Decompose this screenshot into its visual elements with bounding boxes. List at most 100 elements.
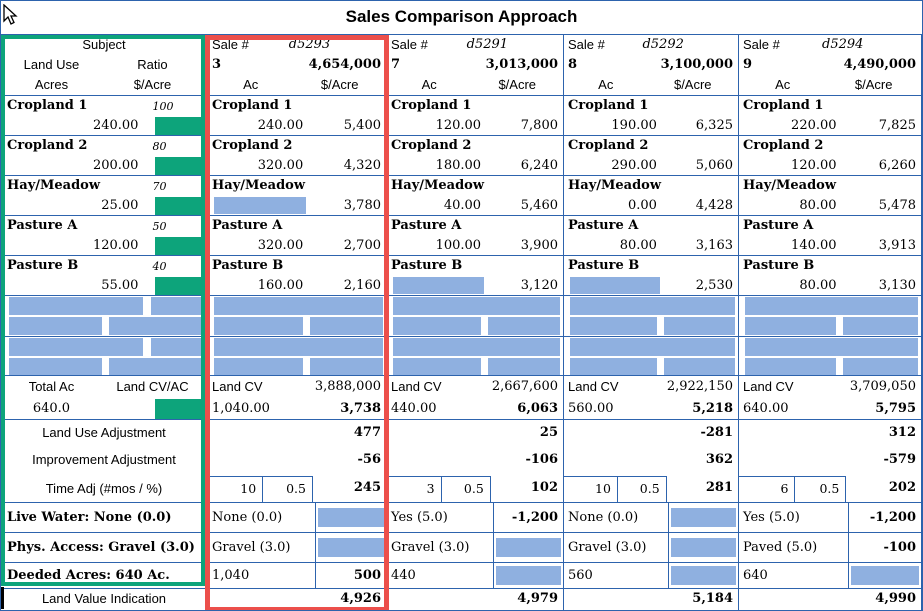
sale-number-label-cell[interactable]: Sale # <box>212 37 249 52</box>
per-acre-header-cell[interactable]: $/Acre <box>498 77 537 92</box>
acres-value-cell[interactable] <box>387 276 489 296</box>
land-use-label-cell[interactable]: Pasture B <box>7 258 79 273</box>
ratio-value-cell[interactable]: 50 <box>152 220 167 233</box>
time-adjustment-value-cell[interactable]: 245 <box>353 480 381 495</box>
land-use-adjustment-value-cell[interactable]: 25 <box>539 425 558 440</box>
land-use-label-cell[interactable]: Pasture A <box>743 218 814 233</box>
land-use-label-cell[interactable]: Hay/Meadow <box>391 178 485 193</box>
per-acre-value-cell[interactable]: 2,530 <box>695 278 733 293</box>
time-months-cell[interactable]: 3 <box>387 476 442 502</box>
acres-header-cell[interactable]: Ac <box>421 77 437 92</box>
acres-value-cell[interactable]: 80.00 <box>799 278 837 293</box>
acres-value-cell[interactable]: 120.00 <box>92 238 139 253</box>
time-percent-cell[interactable]: 0.5 <box>263 476 313 502</box>
per-acre-value-cell[interactable]: 5,060 <box>695 158 733 173</box>
deeded-acres-label-cell[interactable]: 1,040 <box>212 568 250 583</box>
time-percent-cell[interactable]: 0.5 <box>795 476 847 502</box>
acres-value-cell[interactable]: 120.00 <box>791 158 837 173</box>
land-use-label-cell[interactable]: Cropland 1 <box>212 98 293 113</box>
live-water-label-cell[interactable]: Yes (5.0) <box>391 510 448 525</box>
acres-header-cell[interactable]: Acres <box>34 77 69 92</box>
land-value-indication-cell[interactable]: 4,926 <box>340 591 381 606</box>
deeded-acres-value-cell[interactable] <box>848 563 921 588</box>
land-use-label-cell[interactable]: Cropland 1 <box>391 98 472 113</box>
land-value-indication-label-cell[interactable]: Land Value Indication <box>41 591 167 606</box>
per-acre-value-cell[interactable]: 3,130 <box>878 278 916 293</box>
live-water-label-cell[interactable]: Live Water: None (0.0) <box>7 510 172 525</box>
land-use-label-cell[interactable]: Pasture A <box>7 218 78 233</box>
per-acre-value-cell[interactable]: 4,428 <box>695 198 733 213</box>
acres-value-cell[interactable]: 190.00 <box>611 118 657 133</box>
land-use-label-cell[interactable]: Pasture A <box>391 218 462 233</box>
total-acres-label-cell[interactable]: Total Ac <box>28 379 75 394</box>
acres-value-cell[interactable]: 220.00 <box>791 118 837 133</box>
subject-title-cell[interactable]: Subject <box>82 37 126 52</box>
land-use-label-cell[interactable]: Pasture B <box>391 258 463 273</box>
sale-price-cell[interactable]: 4,490,000 <box>843 57 916 72</box>
per-acre-value-cell[interactable]: 6,240 <box>520 158 558 173</box>
cv-per-acre-value-cell[interactable]: 6,063 <box>517 401 558 416</box>
land-cv-label-cell[interactable]: Land CV <box>391 379 442 394</box>
improvement-adjustment-value-cell[interactable]: -106 <box>525 452 558 467</box>
land-use-adjustment-label-cell[interactable]: Land Use Adjustment <box>42 425 166 440</box>
deeded-acres-label-cell[interactable]: Deeded Acres: 640 Ac. <box>7 568 170 583</box>
live-water-value-cell[interactable]: -1,200 <box>848 503 921 532</box>
time-months-cell[interactable]: 10 <box>208 476 264 502</box>
land-use-label-cell[interactable]: Cropland 2 <box>568 138 649 153</box>
deeded-acres-label-cell[interactable]: 440 <box>391 568 416 583</box>
time-percent-cell[interactable]: 0.5 <box>441 476 491 502</box>
per-acre-value-cell[interactable]: 3,780 <box>343 198 381 213</box>
sale-price-cell[interactable]: 3,100,000 <box>660 57 733 72</box>
acres-value-cell[interactable]: 160.00 <box>257 278 304 293</box>
live-water-label-cell[interactable]: Yes (5.0) <box>743 510 800 525</box>
acres-value-cell[interactable]: 140.00 <box>791 238 837 253</box>
deeded-acres-value-cell[interactable]: 500 <box>314 563 386 588</box>
acres-value-cell[interactable]: 100.00 <box>435 238 482 253</box>
acres-value-cell[interactable]: 80.00 <box>799 198 837 213</box>
total-acres-value-cell[interactable]: 640.00 <box>743 401 789 416</box>
land-use-label-cell[interactable]: Cropland 1 <box>568 98 649 113</box>
land-use-label-cell[interactable]: Hay/Meadow <box>743 178 837 193</box>
ratio-value-cell[interactable]: 70 <box>152 180 167 193</box>
acres-value-cell[interactable]: 55.00 <box>101 278 139 293</box>
land-cv-value-cell[interactable]: 3,709,050 <box>849 379 916 394</box>
land-use-header-cell[interactable]: Land Use <box>23 57 80 72</box>
time-adjustment-label-cell[interactable]: Time Adj (#mos / %) <box>45 481 163 496</box>
land-use-label-cell[interactable]: Hay/Meadow <box>7 178 101 193</box>
land-use-label-cell[interactable]: Cropland 2 <box>391 138 472 153</box>
ratio-header-cell[interactable]: Ratio <box>137 57 168 72</box>
physical-access-value-cell[interactable]: -100 <box>848 533 921 562</box>
acres-value-cell[interactable]: 240.00 <box>92 118 139 133</box>
time-months-cell[interactable]: 10 <box>564 476 618 502</box>
acres-header-cell[interactable]: Ac <box>598 77 614 92</box>
per-acre-value-cell[interactable]: 7,800 <box>520 118 558 133</box>
per-acre-value-cell[interactable]: 5,460 <box>520 198 558 213</box>
time-months-cell[interactable]: 6 <box>739 476 796 502</box>
land-use-label-cell[interactable]: Pasture B <box>568 258 640 273</box>
deeded-acres-label-cell[interactable]: 640 <box>743 568 768 583</box>
physical-access-label-cell[interactable]: Gravel (3.0) <box>212 540 291 555</box>
sale-number-cell[interactable]: 8 <box>568 57 578 72</box>
land-value-indication-cell[interactable]: 4,990 <box>875 591 916 606</box>
improvement-adjustment-value-cell[interactable]: -56 <box>357 452 382 467</box>
acres-value-cell[interactable]: 200.00 <box>92 158 139 173</box>
land-use-label-cell[interactable]: Hay/Meadow <box>568 178 662 193</box>
time-adjustment-value-cell[interactable]: 202 <box>888 480 916 495</box>
physical-access-label-cell[interactable]: Paved (5.0) <box>743 540 818 555</box>
live-water-value-cell[interactable] <box>668 503 738 532</box>
physical-access-value-cell[interactable] <box>314 533 386 562</box>
land-use-adjustment-value-cell[interactable]: -281 <box>700 425 733 440</box>
per-acre-value-cell[interactable]: 3,913 <box>878 238 916 253</box>
physical-access-label-cell[interactable]: Phys. Access: Gravel (3.0) <box>7 540 195 555</box>
acres-value-cell[interactable]: 0.00 <box>627 198 657 213</box>
acres-value-cell[interactable]: 320.00 <box>257 158 304 173</box>
per-acre-header-cell[interactable]: $/Acre <box>320 77 359 92</box>
sale-price-cell[interactable]: 3,013,000 <box>485 57 558 72</box>
physical-access-label-cell[interactable]: Gravel (3.0) <box>391 540 470 555</box>
deeded-acres-label-cell[interactable]: 560 <box>568 568 593 583</box>
sale-number-cell[interactable]: 9 <box>743 57 753 72</box>
per-acre-header-cell[interactable]: $/Acre <box>133 77 172 92</box>
sale-number-label-cell[interactable]: Sale # <box>391 37 428 52</box>
live-water-value-cell[interactable] <box>314 503 386 532</box>
per-acre-value-cell[interactable]: 3,163 <box>695 238 733 253</box>
